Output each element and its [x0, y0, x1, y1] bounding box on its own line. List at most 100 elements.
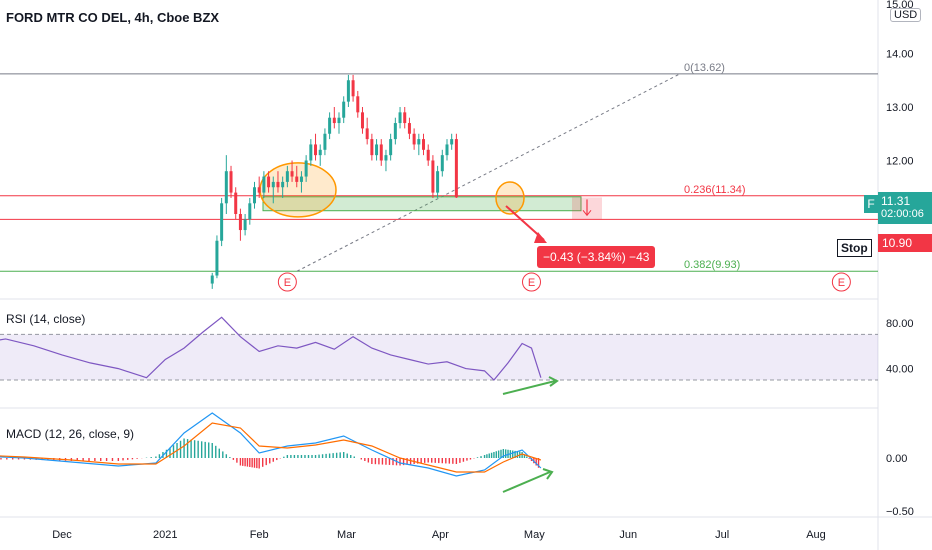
candle-body-50	[445, 144, 449, 156]
projection-arrowhead	[534, 232, 547, 243]
time-tick-1: 2021	[153, 529, 177, 541]
time-tick-3: Mar	[337, 529, 356, 541]
fib-label-0: 0(13.62)	[684, 62, 725, 74]
macd-tick-0: 0.00	[886, 453, 907, 465]
last-price-value: 11.31	[881, 194, 911, 208]
candle-body-0	[210, 275, 214, 284]
candle-body-12	[267, 176, 271, 188]
candle-body-40	[398, 112, 402, 124]
earnings-marker-label-2: E	[838, 277, 845, 289]
fib-trend-line	[296, 73, 681, 272]
fib-label-1: 0.236(11.34)	[684, 184, 746, 196]
candle-body-46	[426, 149, 430, 161]
candle-body-16	[285, 171, 289, 182]
rsi-tick-1: 40.00	[886, 364, 914, 376]
candle-body-6	[238, 214, 242, 231]
candle-body-44	[417, 139, 421, 145]
candle-body-1	[215, 240, 219, 276]
macd-line	[0, 412, 542, 477]
candle-body-49	[440, 155, 444, 172]
time-tick-4: Apr	[432, 529, 449, 541]
support-highlight-ellipse-1	[259, 162, 337, 218]
candle-body-30	[351, 80, 355, 97]
currency-label[interactable]: USD	[890, 8, 922, 22]
candle-body-22	[314, 144, 318, 156]
rsi-divergence-arrowhead	[548, 376, 559, 387]
stop-price-tag: 10.90	[878, 234, 932, 252]
candle-body-3	[224, 171, 228, 204]
short-position-arrowhead	[582, 210, 592, 217]
candle-body-4	[229, 171, 233, 193]
candle-body-7	[243, 219, 247, 231]
earnings-marker-label-0: E	[284, 277, 291, 289]
rsi-line	[0, 316, 542, 381]
macd-signal-line	[0, 422, 542, 473]
earnings-marker-label-1: E	[528, 277, 535, 289]
candle-body-48	[436, 171, 440, 193]
candle-body-38	[389, 139, 393, 156]
candle-body-21	[309, 144, 313, 161]
bar-countdown: 02:00:06	[881, 208, 924, 220]
candle-body-26	[332, 117, 336, 124]
candle-body-31	[356, 96, 360, 113]
candle-body-43	[412, 133, 416, 145]
candle-body-52	[454, 139, 458, 198]
macd-divergence-arrowhead	[542, 468, 554, 480]
fib-label-2: 0.382(9.93)	[684, 259, 740, 271]
candle-body-41	[403, 112, 407, 124]
price-tick-3: 12.00	[886, 156, 914, 168]
symbol-badge: F	[864, 195, 878, 213]
time-tick-6: Jun	[619, 529, 637, 541]
candle-body-10	[257, 187, 261, 193]
rsi-divergence-arrow	[502, 380, 556, 395]
price-tick-2: 13.00	[886, 102, 914, 114]
support-highlight-ellipse-2	[495, 181, 525, 215]
candle-body-34	[370, 139, 374, 156]
price-tick-0: 15.00	[886, 0, 914, 11]
chart-title: FORD MTR CO DEL, 4h, Cboe BZX	[6, 10, 220, 25]
candle-body-24	[323, 133, 327, 150]
earnings-marker-0	[277, 272, 297, 292]
candle-body-32	[360, 112, 364, 129]
macd-divergence-arrow	[502, 471, 551, 493]
support-zone-rect	[262, 196, 582, 212]
candle-body-51	[450, 139, 454, 145]
earnings-marker-1	[522, 272, 541, 292]
rsi-tick-0: 80.00	[886, 318, 914, 330]
candle-body-8	[248, 203, 252, 220]
candle-body-9	[252, 187, 256, 204]
candle-body-5	[234, 192, 238, 214]
candle-body-14	[276, 181, 280, 188]
candle-body-37	[384, 155, 388, 161]
candle-body-19	[299, 176, 303, 182]
time-tick-0: Dec	[52, 529, 72, 541]
time-tick-5: May	[524, 529, 545, 541]
candle-body-45	[422, 139, 426, 150]
candle-body-27	[337, 117, 341, 124]
candle-body-25	[328, 117, 332, 134]
price-tick-1: 14.00	[886, 49, 914, 61]
stop-label[interactable]: Stop	[837, 239, 872, 257]
macd-tick-1: −0.50	[886, 506, 914, 518]
candle-body-11	[262, 176, 266, 193]
candle-body-29	[346, 80, 350, 102]
candle-body-18	[295, 176, 299, 182]
last-price-tag: 11.31 02:00:06	[878, 192, 932, 224]
earnings-marker-2	[831, 272, 851, 292]
candle-body-33	[365, 128, 369, 140]
rsi-indicator-label[interactable]: RSI (14, close)	[6, 312, 86, 326]
candle-body-15	[281, 181, 285, 188]
rsi-band-fill	[0, 334, 878, 380]
candle-body-23	[318, 149, 322, 156]
time-tick-7: Jul	[715, 529, 729, 541]
time-tick-2: Feb	[250, 529, 269, 541]
candle-body-13	[271, 181, 275, 188]
candle-body-17	[290, 171, 294, 177]
macd-indicator-label[interactable]: MACD (12, 26, close, 9)	[6, 427, 135, 441]
candle-body-28	[342, 101, 346, 118]
price-projection-label[interactable]: −0.43 (−3.84%) −43	[537, 246, 656, 268]
time-tick-8: Aug	[806, 529, 826, 541]
candle-body-35	[375, 144, 379, 156]
